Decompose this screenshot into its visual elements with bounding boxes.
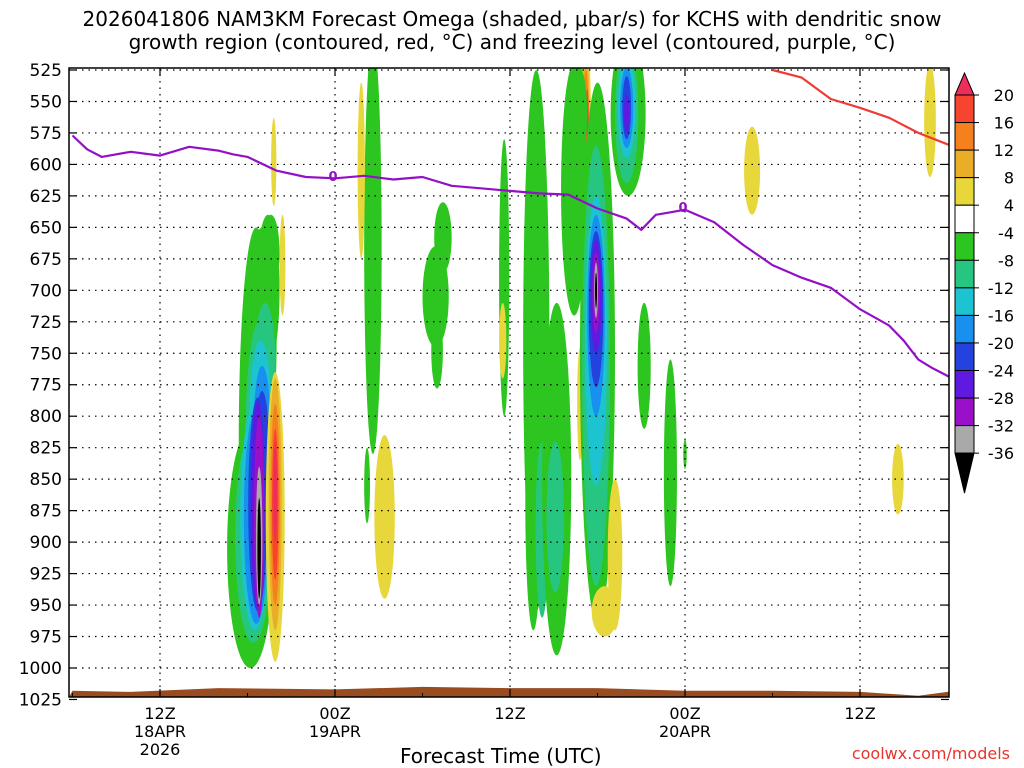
omega-cell [683,438,687,470]
x-tick-label: 00Z [319,704,350,723]
freezing-level: 00 [71,134,949,379]
y-tick-label: 1025 [19,690,62,710]
omega-cell [262,214,280,291]
omega-cell [663,359,677,587]
grid [69,68,949,697]
colorbar-label: -32 [988,417,1014,436]
y-tick-label: 1000 [19,659,62,679]
omega-cell [364,447,371,524]
y-tick-label: 600 [30,155,62,175]
colorbar-swatch [954,149,975,179]
y-axis: 525 550 575 600 625 650 675 700 725 750 775 800 825 8… [19,61,949,710]
omega-cell [744,126,761,215]
y-tick-label: 525 [30,61,62,81]
omega-cell [499,302,507,379]
colorbar-label: 16 [994,114,1014,133]
colorbar-label: 8 [1004,169,1014,188]
ground-surface [69,686,949,697]
omega-cell [279,214,286,316]
freezing-level-label: 0 [678,201,687,216]
y-tick-label: 700 [30,281,62,301]
freezing-level-line [71,134,949,379]
colorbar-label: -20 [988,334,1014,353]
y-tick-label: 875 [30,502,62,522]
omega-cell [546,441,564,593]
omega-cell [364,68,382,454]
y-tick-label: 575 [30,124,62,144]
omega-cell [624,95,630,133]
colorbar-label: 12 [994,141,1014,160]
colorbar-swatch [954,370,975,399]
y-tick-label: 550 [30,92,62,112]
x-tick-date: 20APR [659,722,711,741]
colorbar-label: -8 [998,251,1014,270]
omega-cell [357,82,365,259]
colorbar-label: -36 [988,444,1014,463]
x-axis-label: Forecast Time (UTC) [400,744,602,768]
colorbar-swatch [954,259,975,289]
colorbar-swatch [954,342,975,372]
omega-cell [892,443,904,515]
omega-cell [273,441,277,543]
x-tick-label: 12Z [144,704,175,723]
y-tick-label: 750 [30,344,62,364]
colorbar-label: -16 [988,306,1014,325]
colorbar-swatch [954,425,975,454]
dendritic-growth-contour [772,68,949,146]
freezing-level-label: 0 [328,170,337,185]
colorbar-top-arrow [954,71,975,96]
y-tick-label: 775 [30,376,62,396]
y-tick-label: 900 [30,533,62,553]
colorbar-label: -24 [988,362,1014,381]
y-tick-label: 925 [30,565,62,585]
y-tick-label: 650 [30,218,62,238]
y-tick-label: 975 [30,628,62,648]
x-tick-label: 00Z [669,704,700,723]
x-tick-label: 12Z [844,704,875,723]
colorbar-swatch [954,232,975,261]
y-tick-label: 800 [30,407,62,427]
credit-text: coolwx.com/models [851,744,1010,763]
colorbar-swatch [954,397,975,427]
x-tick-date: 19APR [309,722,361,741]
omega-cell [374,435,395,599]
colorbar-label: -4 [998,224,1014,243]
omega-cell [637,302,651,429]
colorbar: 20 16 12 8 4 -4 -8 -12 -16 -20 -24 -28 -32 -36 [954,71,1014,494]
colorbar-label: 4 [1004,196,1014,215]
y-tick-label: 675 [30,250,62,270]
colorbar-swatch [954,94,975,124]
chart-title-line-2: growth region (contoured, red, °C) and f… [128,30,896,54]
omega-cell [607,479,623,631]
omega-cell [431,312,443,389]
colorbar-swatch [954,287,975,316]
colorbar-label: -28 [988,389,1014,408]
omega-cell [434,202,452,273]
y-tick-label: 625 [30,187,62,207]
x-tick-date: 18APR [134,722,186,741]
colorbar-swatch [954,204,975,234]
x-tick-year: 2026 [140,740,181,759]
dgz-contour-line [772,68,949,146]
omega-cell [566,68,588,165]
omega-cell [924,68,936,177]
colorbar-label: 20 [994,86,1014,105]
omega-cell [271,117,277,206]
y-tick-label: 725 [30,313,62,333]
colorbar-swatch [954,177,975,206]
y-tick-label: 850 [30,470,62,490]
x-tick-label: 12Z [494,704,525,723]
omega-field [69,68,949,697]
colorbar-swatch [954,314,975,344]
chart-title-line-1: 2026041806 NAM3KM Forecast Omega (shaded… [82,7,942,31]
plot-frame [68,67,950,698]
omega-cell [257,498,261,599]
colorbar-swatch [954,122,975,151]
colorbar-bottom-arrow [954,452,975,494]
y-tick-label: 950 [30,596,62,616]
y-tick-label: 825 [30,439,62,459]
colorbar-label: -12 [988,279,1014,298]
